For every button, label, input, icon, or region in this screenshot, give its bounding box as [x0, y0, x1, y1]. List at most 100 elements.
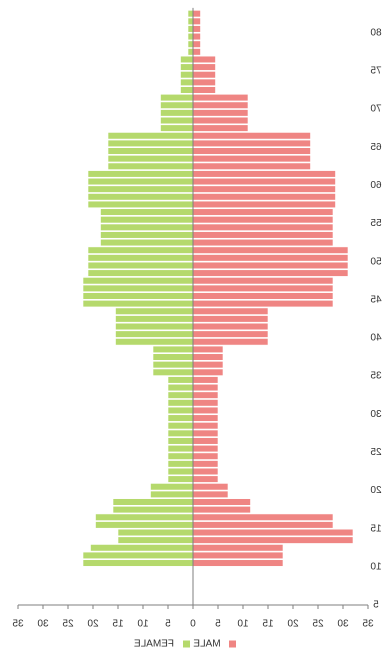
female-bar-64: [107, 147, 194, 155]
male-bar-16: [192, 513, 334, 521]
male-bar-62: [192, 162, 311, 170]
male-bar-76: [192, 55, 216, 64]
male-bar-32: [192, 391, 219, 399]
male-bar-69: [192, 109, 249, 117]
female-bar-31: [167, 399, 194, 407]
female-bar-33: [167, 383, 194, 392]
male-bar-27: [192, 429, 219, 437]
y-tick-label-20: 20: [370, 485, 382, 496]
male-bar-41: [192, 322, 269, 331]
female-bar-77: [187, 48, 194, 56]
male-bar-34: [192, 376, 219, 384]
female-bar-61: [87, 170, 194, 178]
male-bar-59: [192, 185, 336, 193]
male-bar-58: [192, 193, 336, 201]
y-tick-label-50: 50: [370, 256, 382, 267]
female-bar-44: [82, 299, 194, 308]
female-bar-57: [87, 200, 194, 209]
female-bar-56: [100, 208, 194, 216]
male-bar-39: [192, 338, 269, 346]
female-bar-10: [82, 559, 194, 567]
female-bar-41: [115, 322, 194, 331]
female-bar-66: [107, 132, 194, 140]
male-bar-53: [192, 231, 334, 239]
male-bar-29: [192, 414, 219, 422]
male-bar-14: [192, 528, 354, 537]
female-bar-19: [150, 490, 194, 498]
male-bar-44: [192, 299, 334, 308]
male-bar-19: [192, 490, 229, 498]
female-bar-23: [167, 460, 194, 468]
y-tick-label-25: 25: [370, 447, 382, 458]
female-bar-63: [107, 155, 194, 163]
male-bar-26: [192, 437, 219, 445]
legend-swatch-female: [183, 640, 190, 648]
female-bar-35: [152, 368, 194, 376]
male-bar-68: [192, 116, 249, 125]
male-bar-45: [192, 292, 334, 300]
male-bar-82: [192, 10, 201, 18]
male-bar-40: [192, 330, 269, 338]
female-bar-65: [107, 139, 194, 148]
male-bar-67: [192, 124, 249, 132]
female-bar-29: [167, 414, 194, 422]
y-tick-label-35: 35: [370, 371, 382, 382]
legend-label-female: FEMALE: [134, 639, 174, 650]
male-bar-25: [192, 444, 219, 453]
female-bar-81: [187, 17, 194, 25]
male-bar-72: [192, 86, 216, 94]
female-bar-43: [115, 307, 194, 315]
male-bar-24: [192, 452, 219, 460]
female-bar-20: [150, 483, 194, 491]
male-bar-30: [192, 406, 219, 415]
male-bar-21: [192, 475, 219, 483]
female-bar-73: [180, 78, 194, 86]
x-tick-label-8: 5: [215, 619, 221, 630]
y-tick-label-10: 10: [370, 561, 382, 572]
female-bar-32: [167, 391, 194, 399]
x-tick-label-13: 30: [337, 619, 349, 630]
female-bar-22: [167, 467, 194, 476]
x-tick-label-10: 15: [262, 619, 274, 630]
female-bar-47: [82, 277, 194, 285]
female-bar-28: [167, 422, 194, 430]
male-bar-28: [192, 422, 219, 430]
female-bar-24: [167, 452, 194, 460]
x-tick-label-4: 15: [112, 619, 124, 630]
female-bar-69: [160, 109, 194, 117]
x-tick-label-1: 30: [37, 619, 49, 630]
female-bar-82: [187, 10, 194, 18]
male-bar-63: [192, 155, 311, 163]
male-bar-61: [192, 170, 336, 178]
male-bar-17: [192, 506, 251, 514]
y-tick-label-45: 45: [370, 294, 382, 305]
female-bar-42: [115, 315, 194, 323]
male-bar-43: [192, 307, 269, 315]
female-bar-50: [87, 254, 194, 262]
y-tick-label-40: 40: [370, 333, 382, 344]
legend-swatch-male: [229, 640, 236, 648]
x-tick-label-14: 35: [362, 619, 374, 630]
female-bar-70: [160, 101, 194, 109]
female-bar-58: [87, 193, 194, 201]
male-bar-71: [192, 93, 249, 102]
female-bar-55: [100, 216, 194, 224]
female-bar-75: [180, 63, 194, 71]
y-tick-label-5: 5: [373, 600, 379, 611]
male-bar-47: [192, 277, 334, 285]
male-bar-50: [192, 254, 349, 262]
female-bar-17: [112, 506, 194, 514]
male-bar-23: [192, 460, 219, 468]
legend-label-male: MALE: [193, 639, 221, 650]
y-tick-label-30: 30: [370, 409, 382, 420]
male-bar-75: [192, 63, 216, 71]
y-tick-label-60: 60: [370, 180, 382, 191]
female-bar-25: [167, 444, 194, 453]
x-tick-label-2: 25: [62, 619, 74, 630]
female-bar-54: [100, 223, 194, 231]
male-bar-38: [192, 345, 224, 354]
female-bar-26: [167, 437, 194, 445]
y-tick-label-15: 15: [370, 523, 382, 534]
male-bar-37: [192, 353, 224, 361]
